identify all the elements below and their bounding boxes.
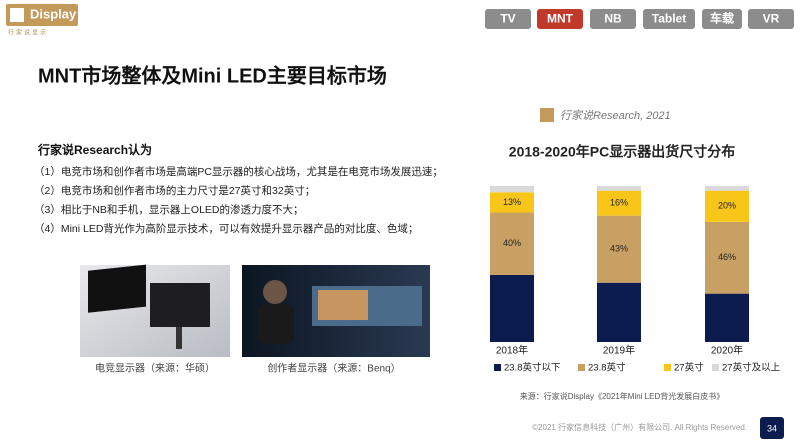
- image-gaming-monitor: [80, 264, 230, 357]
- stand: [176, 327, 182, 349]
- image-caption: 创作者显示器（来源：Benq）: [267, 362, 400, 375]
- legend-swatch: [712, 364, 719, 371]
- bar-segment: [490, 274, 534, 342]
- tab-label[interactable]: 车载: [710, 11, 734, 26]
- bar-segment: [705, 293, 749, 342]
- tab-bar: TV MNT NB Tablet 车载 VR: [485, 9, 794, 29]
- research-point: （2）电竞市场和创作者市场的主力尺寸是27英寸和32英寸；: [34, 184, 315, 197]
- page-number: 34: [767, 423, 777, 433]
- bar-segment: [705, 186, 749, 191]
- value-label: 16%: [610, 198, 628, 208]
- bar-segment: [705, 190, 749, 222]
- tab-label[interactable]: TV: [500, 12, 515, 26]
- image-caption: 电竞显示器（来源：华硕）: [95, 362, 215, 375]
- research-point: （1）电竞市场和创作者市场是高端PC显示器的核心战场，尤其是在电竞市场发展迅速；: [34, 165, 443, 178]
- legend-label: 23.8英寸以下: [504, 362, 561, 374]
- image-creator-monitor: [242, 265, 430, 357]
- tab[interactable]: [485, 9, 531, 29]
- legend-label: 27英寸: [674, 362, 704, 374]
- value-label: 13%: [503, 197, 521, 207]
- tab[interactable]: [702, 9, 742, 29]
- x-tick-label: 2018年: [496, 344, 528, 357]
- tab-label[interactable]: NB: [604, 12, 622, 26]
- value-label: 40%: [503, 238, 521, 248]
- bar-segment: [705, 221, 749, 294]
- monitor: [150, 283, 210, 327]
- footer: ©2021 行家信息科技（广州）有限公司. All Rights Reserve…: [532, 422, 747, 432]
- tab-label[interactable]: Tablet: [652, 12, 686, 26]
- monitor: [88, 264, 146, 313]
- watermark: 行家说Research, 2021: [560, 109, 671, 122]
- slide-title: MNT市场整体及Mini LED主要目标市场: [38, 63, 387, 87]
- legend-swatch: [578, 364, 585, 371]
- logo-icon: [10, 8, 24, 22]
- bar-segment: [597, 282, 641, 342]
- chart-title: 2018-2020年PC显示器出货尺寸分布: [509, 144, 735, 160]
- x-tick-label: 2020年: [711, 344, 743, 357]
- watermark-icon: [540, 108, 554, 122]
- x-tick-label: 2019年: [603, 344, 635, 357]
- chart: 40% 13% 2018年 43% 16% 2019年 46% 20% 2020年 23.8英寸以…: [490, 186, 781, 374]
- legend-label: 27英寸及以上: [722, 362, 781, 374]
- tab[interactable]: [537, 9, 583, 29]
- bar-segment: [597, 186, 641, 191]
- bar-segment: [490, 186, 534, 193]
- legend-swatch: [494, 364, 501, 371]
- person: [258, 304, 294, 344]
- research-points: （1）电竞市场和创作者市场是高端PC显示器的核心战场，尤其是在电竞市场发展迅速；…: [34, 165, 443, 235]
- tab[interactable]: [590, 9, 636, 29]
- source: 来源：行家说Display《2021年Mini LED背光发展白皮书》: [520, 391, 724, 401]
- value-label: 46%: [718, 252, 736, 262]
- tab-label[interactable]: MNT: [547, 12, 574, 26]
- page-badge: [760, 417, 784, 439]
- legend-swatch: [664, 364, 671, 371]
- logo-text: Display: [30, 6, 77, 21]
- value-label: 43%: [610, 244, 628, 254]
- bar-segment: [597, 215, 641, 283]
- tab[interactable]: [643, 9, 695, 29]
- bar-segment: [490, 192, 534, 213]
- screen: [318, 290, 368, 320]
- person: [263, 280, 287, 304]
- research-point: （4）Mini LED背光作为高阶显示技术，可以有效提升显示器产品的对比度、色域…: [34, 222, 418, 235]
- bar-segment: [490, 212, 534, 275]
- legend-label: 23.8英寸: [588, 362, 626, 374]
- research-heading: 行家说Research认为: [37, 142, 152, 157]
- research-point: （3）相比于NB和手机，显示器上OLED的渗透力度不大；: [34, 203, 304, 216]
- value-label: 20%: [718, 201, 736, 211]
- bar-segment: [597, 190, 641, 216]
- logo-subtitle: 行家说显示: [8, 29, 48, 37]
- tab[interactable]: [748, 9, 794, 29]
- tab-label[interactable]: VR: [763, 12, 780, 26]
